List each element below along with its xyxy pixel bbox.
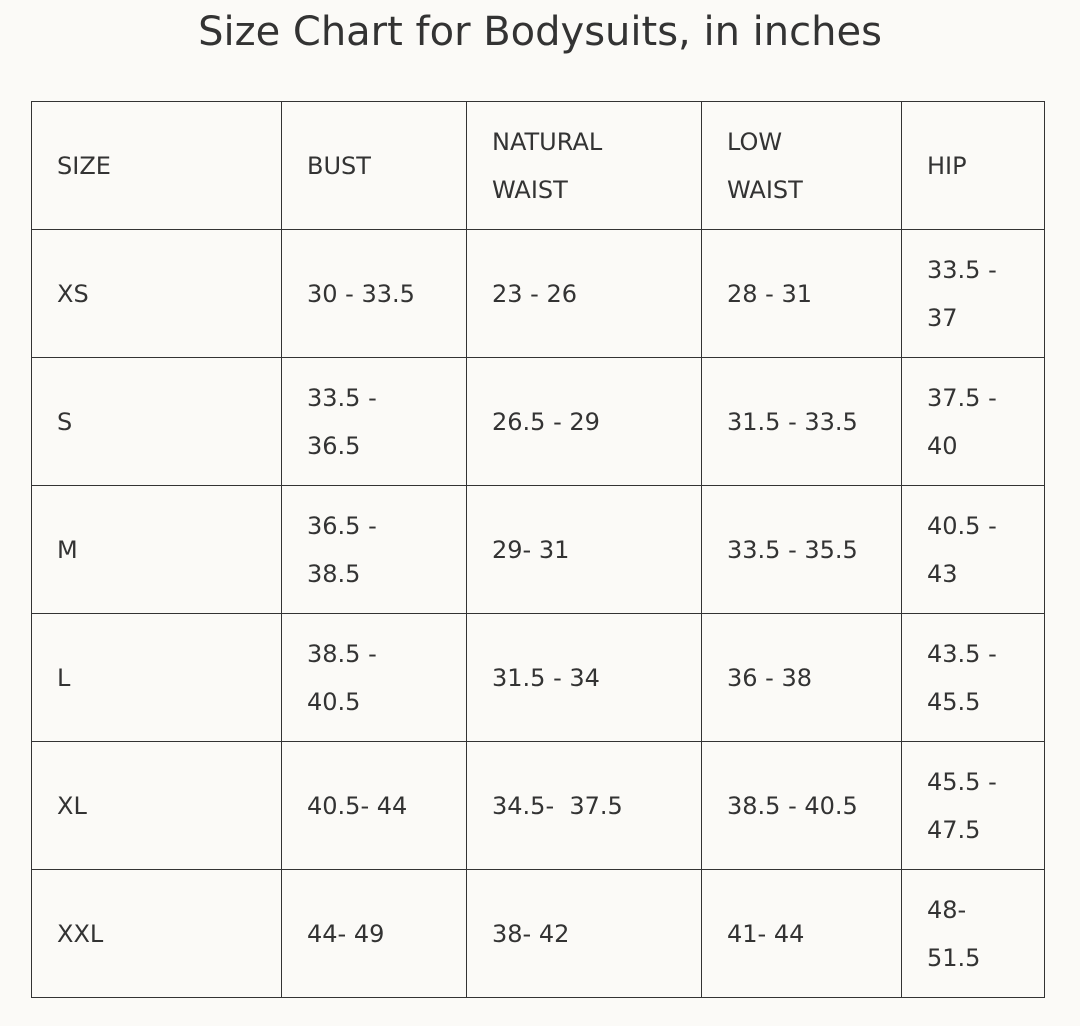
table-row: XXL 44- 49 38- 42 41- 44 48- 51.5 (31, 869, 1045, 998)
table-cell: 48- 51.5 (901, 869, 1045, 998)
table-cell: 23 - 26 (466, 229, 702, 358)
size-table: SIZE BUST NATURAL WAIST LOW WAIST HIP XS 30 -… (31, 101, 1045, 998)
table-cell: 38- 42 (466, 869, 702, 998)
table-cell: 38.5 - 40.5 (281, 613, 467, 742)
table-cell: 40.5 - 43 (901, 485, 1045, 614)
header-cell: NATURAL WAIST (466, 101, 702, 230)
table-cell: 33.5 - 37 (901, 229, 1045, 358)
header-text: NATURAL WAIST (492, 127, 610, 204)
table-cell: XXL (31, 869, 282, 998)
table-cell: 43.5 - 45.5 (901, 613, 1045, 742)
table-cell: 44- 49 (281, 869, 467, 998)
table-row: L 38.5 - 40.5 31.5 - 34 36 - 38 43.5 - 45.5 (31, 613, 1045, 742)
table-cell: 40.5- 44 (281, 741, 467, 870)
table-row: M 36.5 - 38.5 29- 31 33.5 - 35.5 40.5 - 43 (31, 485, 1045, 614)
table-cell: XS (31, 229, 282, 358)
table-cell: 45.5 - 47.5 (901, 741, 1045, 870)
table-cell: 30 - 33.5 (281, 229, 467, 358)
table-cell: XL (31, 741, 282, 870)
header-cell: LOW WAIST (701, 101, 902, 230)
table-cell: 38.5 - 40.5 (701, 741, 902, 870)
header-text: HIP (927, 151, 967, 180)
table-row: S 33.5 - 36.5 26.5 - 29 31.5 - 33.5 37.5 - 4… (31, 357, 1045, 486)
table-cell: 36.5 - 38.5 (281, 485, 467, 614)
header-text: LOW WAIST (727, 127, 803, 204)
table-cell: M (31, 485, 282, 614)
header-cell: HIP (901, 101, 1045, 230)
table-cell: 29- 31 (466, 485, 702, 614)
table-cell: 31.5 - 34 (466, 613, 702, 742)
table-cell: 26.5 - 29 (466, 357, 702, 486)
header-text: SIZE (57, 151, 111, 180)
table-cell: 31.5 - 33.5 (701, 357, 902, 486)
table-cell: S (31, 357, 282, 486)
header-cell: SIZE (31, 101, 282, 230)
table-row: XL 40.5- 44 34.5- 37.5 38.5 - 40.5 45.5 - 47… (31, 741, 1045, 870)
table-cell: 33.5 - 35.5 (701, 485, 902, 614)
table-cell: 37.5 - 40 (901, 357, 1045, 486)
title: Size Chart for Bodysuits, in inches (198, 9, 882, 55)
table-row: XS 30 - 33.5 23 - 26 28 - 31 33.5 - 37 (31, 229, 1045, 358)
table-cell: 28 - 31 (701, 229, 902, 358)
header-row: SIZE BUST NATURAL WAIST LOW WAIST HIP (31, 101, 1045, 230)
header-cell: BUST (281, 101, 467, 230)
table-cell: 41- 44 (701, 869, 902, 998)
table-cell: 34.5- 37.5 (466, 741, 702, 870)
table-cell: L (31, 613, 282, 742)
header-text: BUST (307, 151, 371, 180)
table-cell: 33.5 - 36.5 (281, 357, 467, 486)
table-cell: 36 - 38 (701, 613, 902, 742)
